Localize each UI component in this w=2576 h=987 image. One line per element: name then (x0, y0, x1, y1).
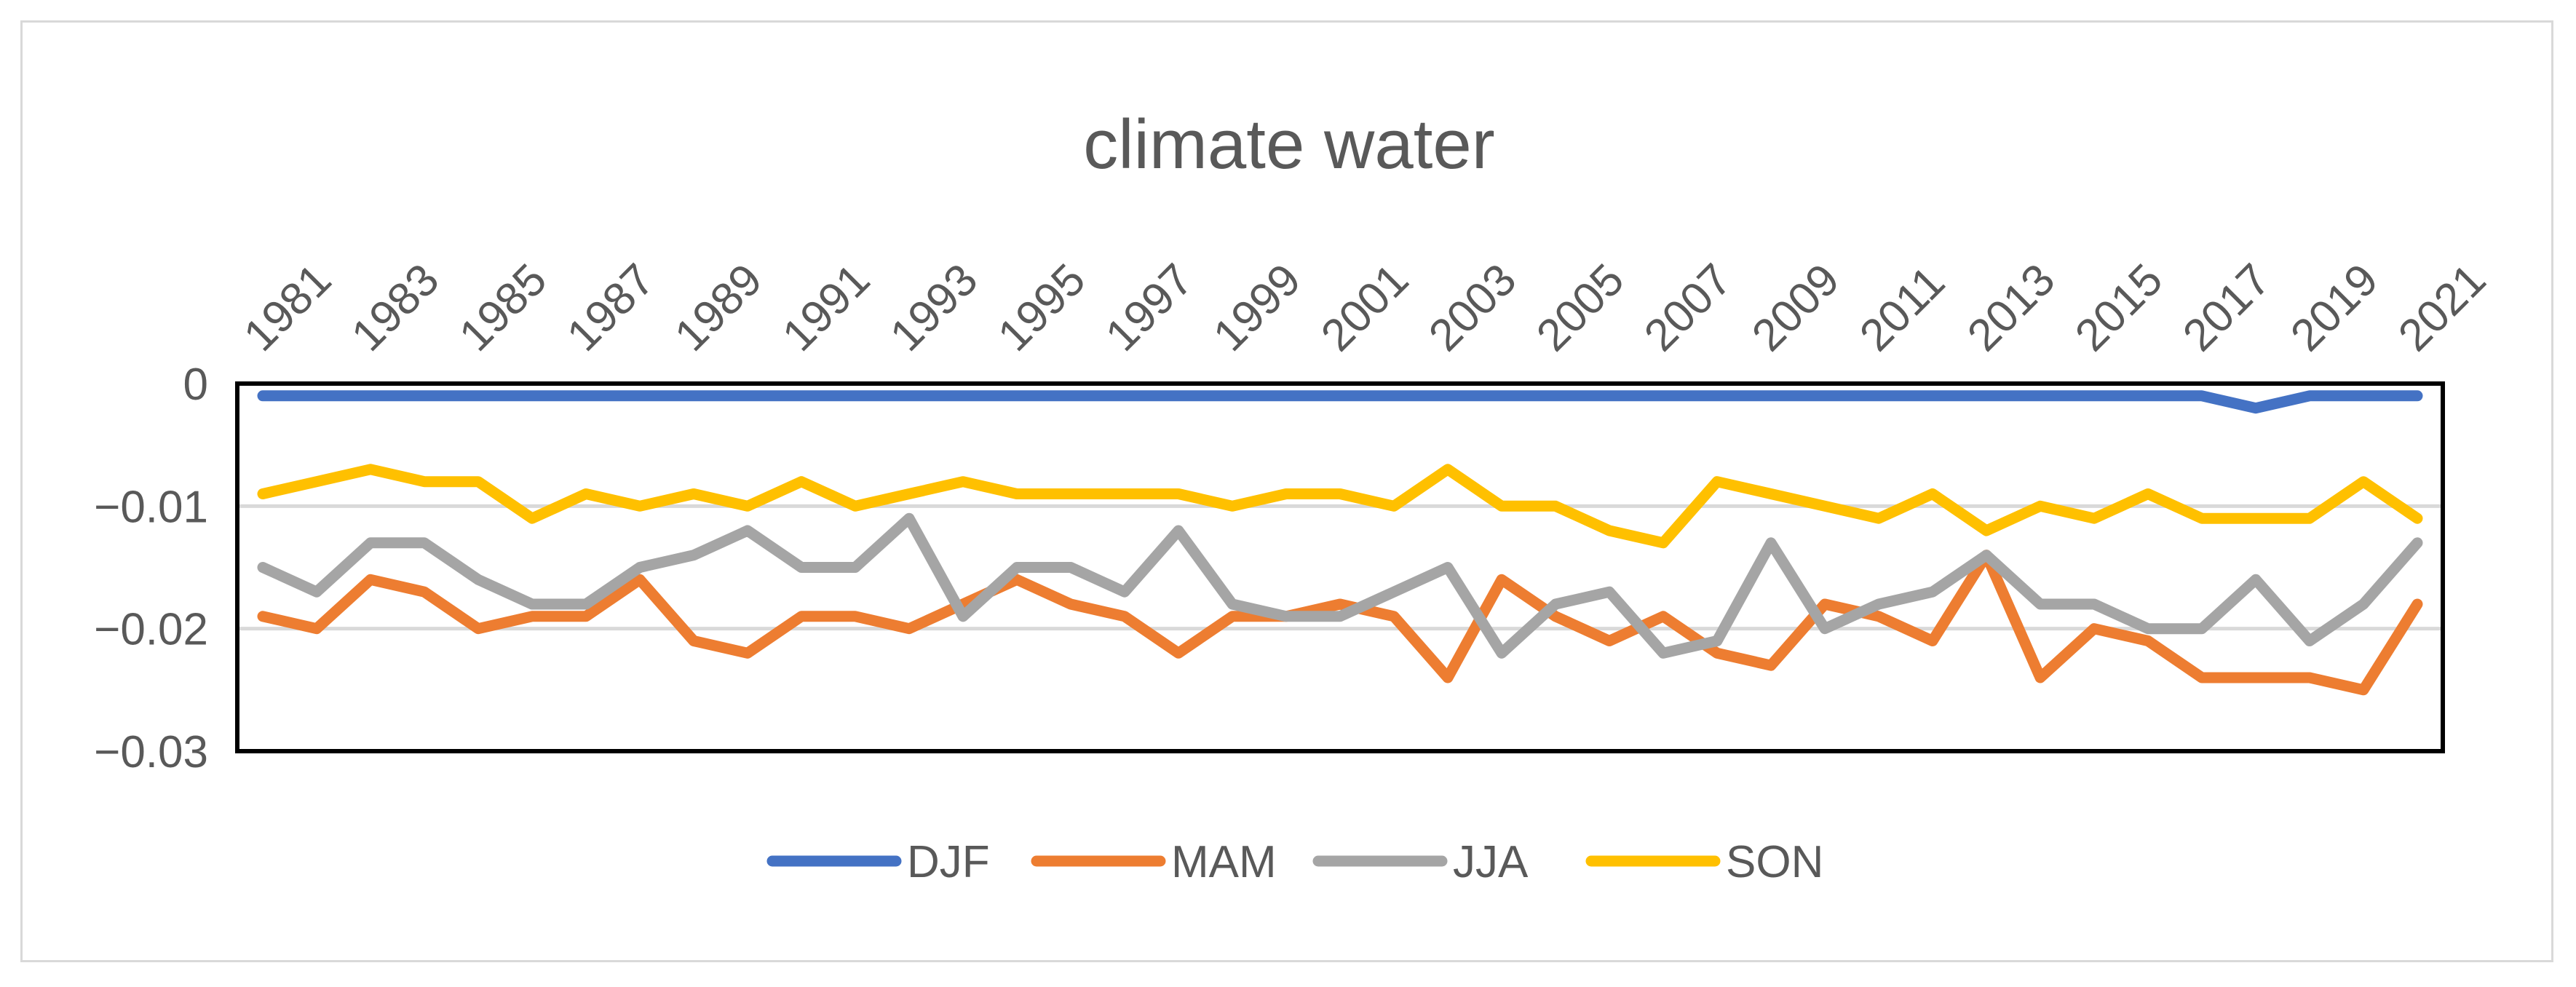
series-line-djf (257, 390, 2423, 414)
legend-label-jja: JJA (1453, 837, 1529, 887)
line-chart: climate water 0−0.01−0.02−0.03 1981 1983 1… (94, 106, 2495, 887)
x-tick-label: 1997 (1096, 255, 1202, 361)
x-tick-label: 1987 (558, 255, 664, 361)
plot-area-border (235, 381, 2445, 753)
y-axis-tick-labels: 0 −0.01 −0.02 −0.03 (94, 360, 208, 777)
legend: DJF MAM JJA SON (766, 837, 1823, 887)
series-line-son (257, 464, 2423, 549)
chart-title: climate water (1083, 106, 1495, 183)
y-tick-label: −0.02 (94, 605, 208, 655)
x-tick-label: 1983 (342, 255, 448, 361)
x-tick-label: 2005 (1527, 255, 1633, 361)
legend-label-son: SON (1726, 837, 1823, 887)
x-tick-label: 1985 (450, 255, 556, 361)
y-tick-label: 0 (183, 360, 208, 410)
series-line-mam (257, 550, 2423, 696)
y-tick-label: −0.03 (94, 727, 208, 777)
x-tick-label: 1989 (665, 255, 772, 361)
y-tick-label: −0.01 (94, 482, 208, 532)
x-tick-label: 2001 (1312, 255, 1418, 361)
x-tick-label: 2019 (2281, 255, 2387, 361)
x-tick-label: 2011 (1850, 257, 1954, 361)
series-line-jja (257, 512, 2423, 659)
x-tick-label: 1981 (234, 255, 341, 361)
x-tick-label: 2021 (2389, 255, 2495, 361)
x-tick-label: 2017 (2173, 255, 2280, 361)
x-tick-label: 2013 (1958, 255, 2064, 361)
x-tick-label: 2007 (1635, 255, 1741, 361)
x-tick-label: 2009 (1743, 255, 1849, 361)
x-tick-label: 1995 (988, 255, 1095, 361)
series-lines (257, 390, 2423, 696)
x-axis-tick-labels: 1981 1983 1985 1987 1989 1991 1993 1995 1997 1999… (234, 255, 2495, 361)
gridlines (237, 504, 2443, 631)
legend-label-mam: MAM (1171, 837, 1277, 887)
legend-label-djf: DJF (907, 837, 990, 887)
x-tick-label: 2003 (1419, 255, 1526, 361)
chart-frame: climate water 0 −0.01 −0.02 −0.03 1981 1983 1… (20, 20, 2553, 962)
x-tick-label: 1993 (881, 255, 987, 361)
x-tick-label: 1991 (773, 255, 879, 361)
x-tick-label: 1999 (1204, 255, 1310, 361)
x-tick-label: 2015 (2066, 255, 2172, 361)
